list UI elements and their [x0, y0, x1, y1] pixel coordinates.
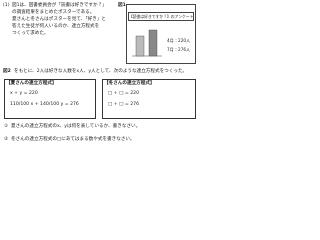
question-number: (1): [3, 3, 10, 8]
equation: 110/100 x + 140/100 y = 276: [10, 102, 79, 107]
text-line: の調査結果をまとめたポスターである。: [12, 10, 95, 15]
poster-result: 4月：220人: [167, 38, 191, 43]
equation-box: [4, 79, 96, 119]
poster: [126, 4, 196, 64]
poster-illustration: [132, 29, 162, 57]
poster-title: 【読書は好きですか？】のアンケート結果: [128, 12, 194, 21]
text-line: 夏さんと冬さんはポスターを見て、「好き」と: [12, 17, 106, 22]
equation-box: [102, 79, 196, 119]
figure-label: 図1: [118, 3, 126, 8]
poster-result: 7月：276人: [167, 47, 191, 52]
sub-question: 冬さんの連立方程式の□にあてはまる数や式を書きなさい。: [11, 137, 135, 142]
text-line: つくって求めた。: [12, 31, 49, 36]
sub-question-number: ①: [4, 124, 9, 129]
box-title: 【冬さんの連立方程式】: [104, 81, 155, 86]
worksheet: (1) 図1は、図書委員会が「読書は好きですか？」 の調査結果をまとめたポスター…: [0, 0, 200, 150]
sub-question: 夏さんの連立方程式のx、yは何を表しているか、書きなさい。: [11, 124, 141, 129]
figure-label: 図2: [3, 69, 11, 74]
text-line: 答えた生徒が何人いるのか、連立方程式を: [12, 24, 100, 29]
text-line: をもとに、2人は好きな人数をx人、y人として、次のような連立方程式をつくった。: [14, 69, 188, 74]
sub-question-number: ②: [4, 137, 9, 142]
equation: x + y = 220: [10, 91, 38, 96]
text-line: 図1は、図書委員会が「読書は好きですか？」: [12, 3, 107, 8]
box-title: 【夏さんの連立方程式】: [6, 81, 57, 86]
equation: □ + □ = 276: [108, 102, 139, 107]
equation: □ + □ = 220: [108, 91, 139, 96]
